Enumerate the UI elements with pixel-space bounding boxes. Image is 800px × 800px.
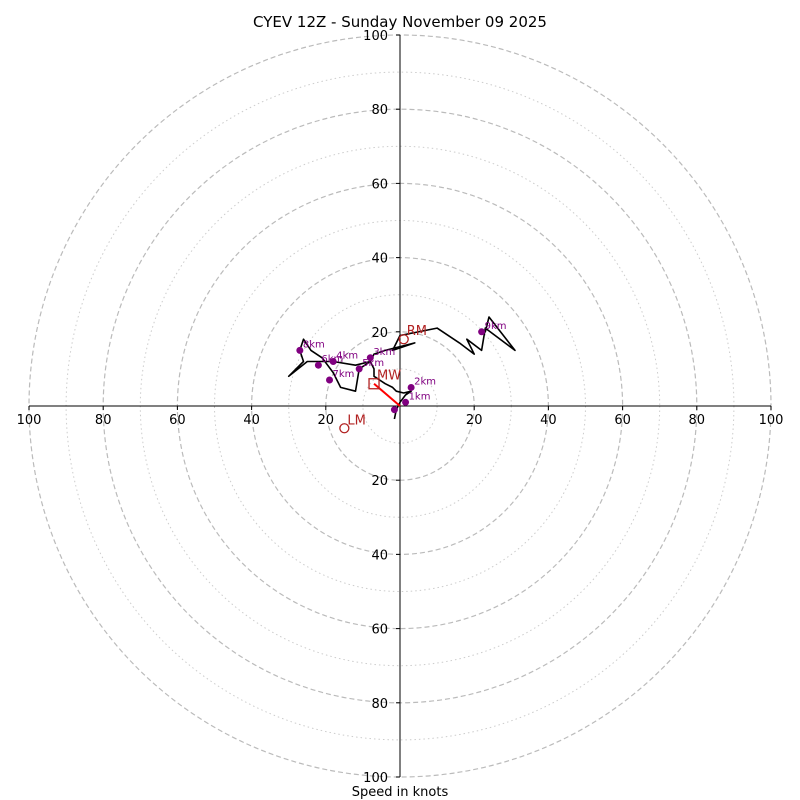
y-tick-label: 80 <box>371 697 388 712</box>
height-point-5km <box>355 365 363 373</box>
chart-title: CYEV 12Z - Sunday November 09 2025 <box>253 13 547 31</box>
y-tick-label: 100 <box>363 29 388 44</box>
storm-marker-label-rm: RM <box>407 324 427 339</box>
height-label-7km: 7km <box>333 369 355 380</box>
height-point-3km <box>366 354 374 362</box>
x-tick-label: 60 <box>169 413 186 428</box>
height-label-4km: 4km <box>336 350 358 361</box>
height-point-2km <box>407 383 415 391</box>
x-tick-label: 40 <box>243 413 260 428</box>
height-label-9km: 9km <box>485 321 507 332</box>
height-point-8km <box>296 346 304 354</box>
storm-marker-label-mw: MW <box>377 369 401 384</box>
y-tick-label: 60 <box>371 623 388 638</box>
storm-marker-mw <box>368 378 380 390</box>
x-tick-label: 80 <box>689 413 706 428</box>
height-label-3km: 3km <box>373 347 395 358</box>
y-tick-label: 80 <box>371 103 388 118</box>
x-tick-label: 40 <box>540 413 557 428</box>
y-tick-label: 40 <box>371 252 388 267</box>
storm-marker-lm <box>339 423 350 434</box>
storm-marker-label-lm: LM <box>347 413 365 428</box>
x-axis-label: Speed in knots <box>352 785 449 800</box>
height-point-7km <box>326 376 334 384</box>
y-tick-label: 100 <box>363 771 388 786</box>
storm-marker-rm <box>398 334 409 345</box>
points-layer: 1km 2km 3km 4km 5km 6km 7km 8km 9km <box>296 321 507 414</box>
height-point-4km <box>329 357 337 365</box>
height-label-2km: 2km <box>414 376 436 387</box>
y-tick-label: 40 <box>371 548 388 563</box>
height-point-9km <box>478 328 486 336</box>
height-label-8km: 8km <box>303 339 325 350</box>
y-tick-label: 20 <box>371 326 388 341</box>
x-tick-label: 60 <box>614 413 631 428</box>
x-tick-label: 80 <box>95 413 112 428</box>
markers-layer: RM MW LM <box>339 324 427 434</box>
hodograph-trace-mid-level <box>287 338 371 393</box>
trace-layer <box>287 316 516 420</box>
ticks-layer: 20 20 20 20 40 40 40 40 60 60 60 60 80 80 80 80 100 100 10… <box>17 29 784 786</box>
height-label-1km: 1km <box>409 391 431 402</box>
hodograph-trace <box>369 316 516 420</box>
height-point-6km <box>314 361 322 369</box>
y-tick-label: 20 <box>371 474 388 489</box>
x-tick-label: 20 <box>466 413 483 428</box>
x-tick-label: 20 <box>318 413 335 428</box>
height-label-6km: 6km <box>321 354 343 365</box>
x-tick-label: 100 <box>759 413 784 428</box>
shear-vector <box>373 382 401 407</box>
x-tick-label: 100 <box>17 413 42 428</box>
height-point-1km <box>402 398 410 406</box>
height-label-5km: 5km <box>362 358 384 369</box>
height-point-surface <box>390 406 398 414</box>
y-tick-label: 60 <box>371 177 388 192</box>
